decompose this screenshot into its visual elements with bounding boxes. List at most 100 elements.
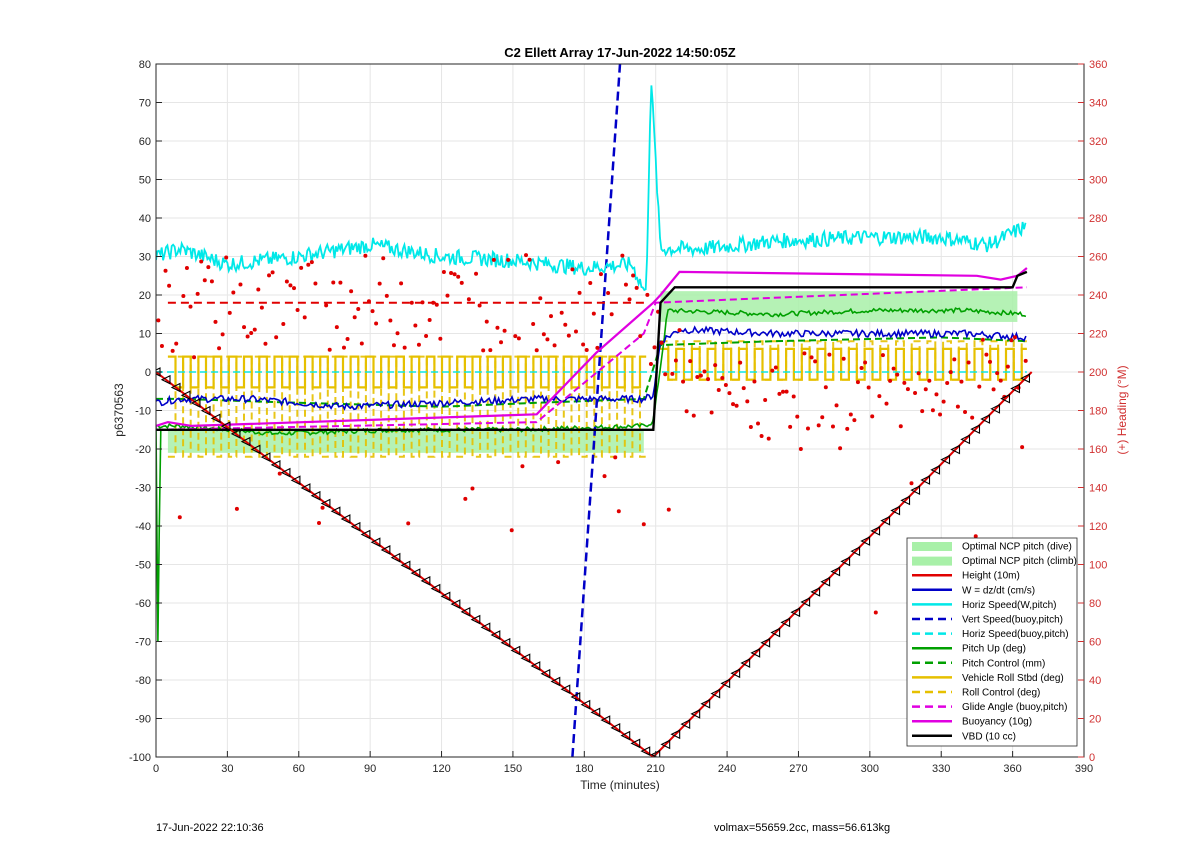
heading-dot bbox=[652, 345, 657, 350]
heading-dot bbox=[641, 522, 646, 527]
height-marker bbox=[320, 498, 331, 509]
height-marker bbox=[980, 414, 991, 424]
heading-dot bbox=[1005, 364, 1010, 369]
x-tick-label: 390 bbox=[1075, 763, 1093, 775]
heading-dot bbox=[873, 610, 878, 615]
heading-dot bbox=[684, 409, 689, 414]
heading-dot bbox=[916, 371, 921, 376]
heading-dot bbox=[156, 318, 161, 323]
x-tick-label: 210 bbox=[647, 763, 665, 775]
height-marker bbox=[430, 583, 441, 594]
heading-dot bbox=[738, 360, 743, 365]
height-marker bbox=[640, 746, 651, 756]
heading-dot bbox=[516, 336, 521, 341]
heading-dot bbox=[895, 372, 900, 377]
heading-dot bbox=[195, 291, 200, 296]
heading-dot bbox=[795, 414, 800, 419]
heading-dot bbox=[316, 520, 321, 525]
heading-dot bbox=[809, 355, 814, 360]
heading-dot bbox=[884, 401, 889, 406]
heading-dot bbox=[570, 267, 575, 272]
heading-dot bbox=[556, 460, 561, 465]
heading-dot bbox=[306, 262, 311, 267]
heading-dot bbox=[959, 379, 964, 384]
height-marker bbox=[810, 586, 821, 597]
heading-dot bbox=[559, 310, 564, 315]
heading-dot bbox=[231, 290, 236, 295]
heading-dot bbox=[202, 278, 207, 283]
series-layer bbox=[156, 64, 1033, 757]
heading-dot bbox=[963, 409, 968, 414]
height-marker bbox=[540, 668, 551, 679]
heading-dot bbox=[174, 341, 179, 346]
height-marker bbox=[900, 495, 911, 506]
heading-dot bbox=[756, 421, 761, 426]
heading-dot bbox=[763, 398, 768, 403]
heading-dot bbox=[698, 373, 703, 378]
heading-dot bbox=[798, 446, 803, 451]
y-tick-label: -80 bbox=[135, 675, 151, 687]
height-marker bbox=[710, 688, 721, 699]
heading-dot bbox=[381, 256, 386, 261]
heading-dot bbox=[263, 341, 268, 346]
series-roll-control-dive bbox=[167, 355, 647, 458]
heading-dot bbox=[827, 352, 832, 357]
x-tick-label: 0 bbox=[153, 763, 159, 775]
legend-label: Pitch Control (mm) bbox=[962, 658, 1045, 669]
heading-dot bbox=[784, 389, 789, 394]
heading-dot bbox=[777, 391, 782, 396]
heading-dot bbox=[823, 385, 828, 390]
x-axis-ticks: 0 30 60 90 120 150 180 210 240 270 300 330 360 390 bbox=[153, 751, 1093, 775]
y-axis-ticks: -100-90-80-70-60-50-40-30-20-10010203040… bbox=[129, 59, 162, 764]
height-marker bbox=[620, 730, 631, 741]
height-marker bbox=[700, 698, 711, 709]
heading-dot bbox=[499, 340, 504, 345]
heading-dot bbox=[506, 257, 511, 262]
height-marker bbox=[930, 464, 941, 475]
heading-dot bbox=[370, 309, 375, 314]
heading-dot bbox=[727, 391, 732, 396]
y2-tick-label: 100 bbox=[1089, 560, 1107, 572]
heading-dot bbox=[805, 426, 810, 431]
heading-dot bbox=[188, 304, 193, 309]
y-tick-label: -70 bbox=[135, 637, 151, 649]
heading-dot bbox=[238, 282, 243, 287]
heading-dot bbox=[466, 297, 471, 302]
heading-dot bbox=[445, 293, 450, 298]
heading-dot bbox=[267, 273, 272, 278]
heading-dot bbox=[638, 334, 643, 339]
height-marker bbox=[530, 661, 541, 671]
series-pitch-up-spike bbox=[156, 425, 162, 642]
heading-dot bbox=[288, 283, 293, 288]
heading-dot bbox=[484, 319, 489, 324]
heading-dot bbox=[855, 380, 860, 385]
series-vbd bbox=[156, 270, 1028, 431]
heading-dot bbox=[602, 474, 607, 479]
heading-dot bbox=[552, 343, 557, 348]
x-tick-label: 330 bbox=[932, 763, 950, 775]
heading-dot bbox=[713, 363, 718, 368]
heading-dot bbox=[606, 290, 611, 295]
heading-dot bbox=[281, 322, 286, 327]
heading-dot bbox=[970, 415, 975, 420]
height-marker bbox=[910, 485, 921, 496]
x-tick-label: 150 bbox=[504, 763, 522, 775]
y2-tick-label: 340 bbox=[1089, 98, 1107, 110]
heading-dot bbox=[681, 379, 686, 384]
heading-dot bbox=[520, 464, 525, 469]
heading-dot bbox=[909, 481, 914, 486]
height-marker bbox=[890, 505, 901, 516]
heading-dot bbox=[934, 392, 939, 397]
heading-dot bbox=[170, 348, 175, 353]
heading-dot bbox=[477, 303, 482, 308]
heading-dot bbox=[927, 378, 932, 383]
heading-dot bbox=[838, 446, 843, 451]
x-tick-label: 120 bbox=[432, 763, 450, 775]
x-axis-label: Time (minutes) bbox=[580, 778, 660, 792]
heading-dot bbox=[234, 506, 239, 511]
height-marker bbox=[610, 723, 621, 733]
heading-dot bbox=[645, 292, 650, 297]
height-marker bbox=[630, 738, 641, 749]
heading-dot bbox=[988, 359, 993, 364]
heading-dot bbox=[870, 414, 875, 419]
